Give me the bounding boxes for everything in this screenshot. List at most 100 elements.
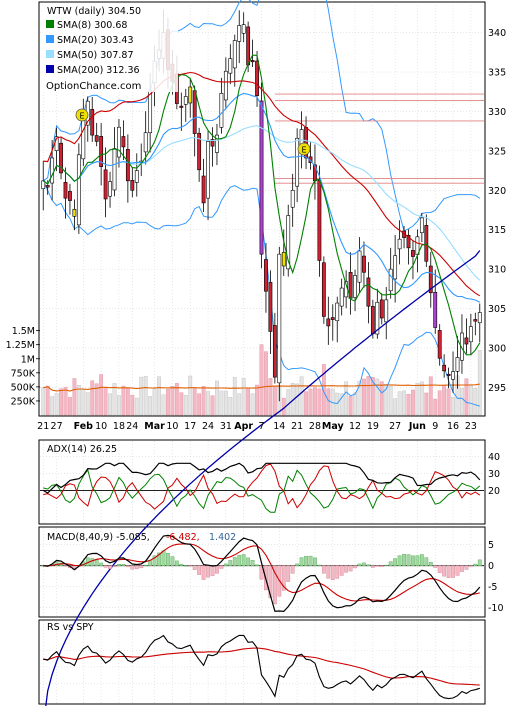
candle-body: [264, 259, 268, 292]
volume-bar: [232, 377, 237, 416]
macd-tick-label: -10: [488, 603, 504, 614]
volume-bar: [192, 388, 197, 416]
volume-bar: [148, 396, 153, 416]
x-tick-label: 7: [258, 421, 264, 432]
macd-histogram-bar: [477, 559, 482, 566]
candle-body: [272, 325, 277, 378]
volume-bar: [393, 398, 398, 416]
volume-bar: [433, 398, 438, 416]
macd-histogram-bar: [223, 563, 228, 566]
volume-tick-label: 500K: [11, 382, 36, 393]
volume-bar: [81, 389, 86, 416]
rs-title: RS vs SPY: [47, 622, 94, 633]
macd-histogram-bar: [393, 558, 398, 566]
volume-bar: [268, 378, 273, 416]
candle-body: [419, 217, 424, 234]
macd-histogram-bar: [317, 564, 322, 566]
earnings-marker: E: [75, 108, 89, 122]
macd-histogram-bar: [250, 560, 255, 566]
volume-bar: [161, 394, 166, 416]
volume-bar: [321, 364, 326, 416]
volume-bar: [428, 376, 433, 416]
candle-body: [397, 238, 402, 250]
macd-histogram-bar: [157, 552, 161, 566]
candle-body: [446, 373, 451, 376]
x-tick-label: 27: [51, 421, 63, 432]
y-tick-label: 320: [488, 186, 506, 197]
candle-body: [117, 126, 121, 158]
candle-body: [81, 118, 86, 160]
macd-histogram-bar: [304, 555, 308, 566]
candle-body: [451, 371, 455, 380]
macd-histogram-bar: [99, 562, 104, 566]
macd-hist-value: 1.402: [209, 532, 236, 543]
macd-histogram-bar: [330, 565, 335, 581]
macd-histogram-bar: [339, 565, 344, 576]
x-tick-label: 10: [166, 421, 178, 432]
macd-histogram-bar: [161, 550, 166, 566]
sma20-swatch: [46, 35, 54, 43]
macd-histogram-bar: [201, 565, 206, 580]
volume-bar: [299, 376, 304, 416]
macd-histogram-bar: [375, 565, 380, 567]
x-tick-label: 24: [126, 421, 138, 432]
macd-histogram-bar: [366, 564, 371, 566]
volume-bar: [379, 381, 384, 416]
macd-histogram-bar: [415, 555, 420, 566]
adx-tick-label: 30: [488, 469, 500, 480]
volume-bar: [228, 397, 233, 416]
volume-bar: [406, 393, 411, 416]
candle-body: [424, 225, 429, 262]
x-tick-label: 28: [309, 421, 321, 432]
volume-bar: [108, 393, 112, 416]
candle-body: [134, 170, 139, 183]
macd-tick-label: 5: [488, 540, 494, 551]
x-tick-label: 21: [291, 421, 303, 432]
macd-histogram-bar: [117, 564, 121, 566]
sma200-swatch: [46, 65, 54, 73]
volume-bar: [304, 391, 308, 416]
macd-histogram-bar: [370, 565, 375, 568]
candle-body: [428, 265, 433, 294]
macd-histogram-bar: [460, 565, 464, 572]
candle-body: [468, 326, 473, 343]
macd-histogram-bar: [174, 560, 179, 566]
volume-bar: [259, 344, 264, 416]
macd-histogram-bar: [344, 565, 349, 573]
candle-body: [317, 179, 322, 261]
candle-body: [357, 250, 362, 283]
volume-bar: [121, 385, 126, 416]
volume-bar: [477, 350, 482, 416]
candle-body: [384, 299, 389, 323]
volume-bar: [468, 385, 473, 416]
candle-body: [125, 149, 130, 182]
volume-bar: [326, 388, 331, 416]
macd-histogram-bar: [255, 564, 259, 566]
macd-histogram-bar: [121, 564, 126, 566]
candle-body: [388, 268, 393, 292]
volume-bar: [63, 387, 68, 416]
macd-histogram-bar: [206, 565, 210, 578]
macd-histogram-bar: [63, 565, 68, 567]
macd-title: MACD(8,40,9) -5.085,: [47, 532, 150, 543]
macd-histogram-bar: [130, 565, 135, 570]
x-tick-label: 12: [349, 421, 361, 432]
macd-histogram-bar: [442, 565, 447, 577]
volume-average-line: [43, 383, 480, 392]
candle-body: [353, 275, 357, 298]
volume-bar: [437, 390, 442, 416]
volume-bar: [166, 389, 170, 416]
volume-bar: [50, 396, 55, 416]
volume-bar: [170, 386, 175, 416]
candle-body: [437, 330, 442, 359]
candle-body: [339, 287, 344, 307]
candle-body: [326, 318, 331, 327]
macd-histogram-bar: [362, 562, 366, 566]
y-tick-label: 295: [488, 383, 506, 394]
volume-bar: [295, 383, 300, 416]
candle-body: [295, 137, 300, 187]
volume-bar: [308, 388, 313, 416]
y-tick-label: 310: [488, 265, 506, 276]
macd-histogram-bar: [308, 555, 313, 566]
candle-body: [460, 332, 464, 361]
